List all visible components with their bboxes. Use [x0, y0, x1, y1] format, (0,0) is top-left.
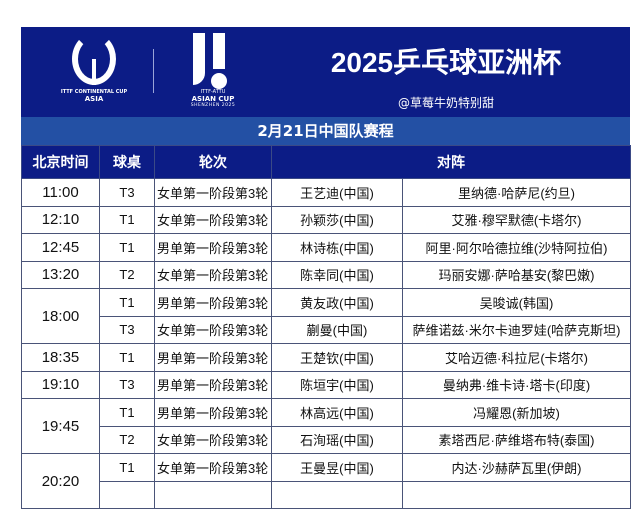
logo-left-line1: ITTF CONTINENTAL CUP	[60, 89, 128, 95]
table-row: 12:45 T1 男单第一阶段第3轮 林诗栋(中国) 阿里·阿尔哈德拉维(沙特阿拉伯)	[21, 233, 631, 262]
cell-table: T3	[99, 178, 155, 207]
cell-player: 蒯曼(中国)	[271, 315, 403, 344]
cell-empty	[99, 480, 155, 509]
cell-time: 18:35	[21, 343, 100, 372]
cell-round: 男单第一阶段第3轮	[154, 370, 272, 399]
table-row: T2 女单第一阶段第3轮 石洵瑶(中国) 素塔西尼·萨维塔布特(泰国)	[22, 425, 631, 454]
table-row: 18:00 T1 男单第一阶段第3轮 黄友政(中国) 吴晙诚(韩国)	[21, 288, 631, 344]
ittf-continental-cup-logo: ITTF CONTINENTAL CUP ASIA	[59, 33, 129, 103]
cell-table: T3	[99, 370, 155, 399]
cell-empty	[402, 480, 631, 509]
cell-opponent: 曼纳弗·维卡诗·塔卡(印度)	[402, 370, 631, 399]
cell-opponent: 吴晙诚(韩国)	[402, 288, 631, 317]
col-header-matchup: 对阵	[271, 145, 631, 179]
cell-table: T1	[99, 233, 155, 262]
cell-round: 女单第一阶段第3轮	[154, 205, 272, 234]
cell-player: 黄友政(中国)	[271, 288, 403, 317]
cell-opponent: 里纳德·哈萨尼(约旦)	[402, 178, 631, 207]
cell-player: 林高远(中国)	[271, 398, 403, 427]
cell-round: 女单第一阶段第3轮	[154, 425, 272, 454]
cell-opponent: 冯耀恩(新加坡)	[402, 398, 631, 427]
asian-cup-logo: ITTF-ATTU ASIAN CUP SHENZHEN 2025	[173, 33, 253, 108]
table-header-row: 北京时间 球桌 轮次 对阵	[21, 145, 631, 179]
cell-table: T1	[99, 205, 155, 234]
cell-opponent: 内达·沙赫萨瓦里(伊朗)	[402, 453, 631, 482]
table-row: 19:45 T1 男单第一阶段第3轮 林高远(中国) 冯耀恩(新加坡)	[21, 398, 631, 454]
cell-round: 男单第一阶段第3轮	[154, 288, 272, 317]
asian-cup-mark-icon	[193, 33, 233, 89]
col-header-round: 轮次	[154, 145, 272, 179]
cell-player: 王曼昱(中国)	[271, 453, 403, 482]
cell-table: T2	[99, 260, 155, 289]
cell-round: 男单第一阶段第3轮	[154, 343, 272, 372]
cell-opponent: 素塔西尼·萨维塔布特(泰国)	[402, 425, 631, 454]
cell-time: 18:00	[21, 288, 100, 344]
cell-round: 女单第一阶段第3轮	[154, 260, 272, 289]
logo-right-line2: ASIAN CUP	[191, 95, 235, 103]
cell-table: T1	[99, 453, 155, 482]
table-row: 13:20 T2 女单第一阶段第3轮 陈幸同(中国) 玛丽安娜·萨哈基安(黎巴嫩)	[21, 260, 631, 289]
cell-player: 王楚钦(中国)	[271, 343, 403, 372]
cell-player: 王艺迪(中国)	[271, 178, 403, 207]
cell-player: 陈幸同(中国)	[271, 260, 403, 289]
cell-table: T1	[99, 398, 155, 427]
cell-player: 石洵瑶(中国)	[271, 425, 403, 454]
cell-player: 陈垣宇(中国)	[271, 370, 403, 399]
cell-time: 13:20	[21, 260, 100, 289]
cell-player: 孙颖莎(中国)	[271, 205, 403, 234]
table-row	[22, 480, 631, 509]
table-row: 11:00 T3 女单第一阶段第3轮 王艺迪(中国) 里纳德·哈萨尼(约旦)	[21, 178, 631, 207]
page-title: 2025乒乓球亚洲杯	[330, 47, 562, 78]
cell-opponent: 玛丽安娜·萨哈基安(黎巴嫩)	[402, 260, 631, 289]
cell-time: 12:10	[21, 205, 100, 234]
cell-table: T1	[99, 343, 155, 372]
cell-opponent: 阿里·阿尔哈德拉维(沙特阿拉伯)	[402, 233, 631, 262]
cell-round: 男单第一阶段第3轮	[154, 398, 272, 427]
col-header-time: 北京时间	[21, 145, 100, 179]
cell-round: 女单第一阶段第3轮	[154, 315, 272, 344]
col-header-table: 球桌	[99, 145, 155, 179]
schedule-date-title: 2月21日中国队赛程	[21, 117, 630, 145]
cell-time: 12:45	[21, 233, 100, 262]
table-row: 12:10 T1 女单第一阶段第3轮 孙颖莎(中国) 艾雅·穆罕默德(卡塔尔)	[21, 205, 631, 234]
table-row: T3 女单第一阶段第3轮 蒯曼(中国) 萨维诺兹·米尔卡迪罗娃(哈萨克斯坦)	[22, 315, 631, 344]
cell-table: T2	[99, 425, 155, 454]
ring-logo-icon	[72, 33, 116, 85]
cell-empty	[271, 480, 403, 509]
cell-round: 男单第一阶段第3轮	[154, 233, 272, 262]
cell-time: 19:45	[21, 398, 100, 454]
cell-time: 19:10	[21, 370, 100, 399]
cell-opponent: 艾雅·穆罕默德(卡塔尔)	[402, 205, 631, 234]
cell-round: 女单第一阶段第3轮	[154, 178, 272, 207]
cell-time: 11:00	[21, 178, 100, 207]
table-row: 20:20 T1 女单第一阶段第3轮 王曼昱(中国) 内达·沙赫萨瓦里(伊朗)	[21, 453, 631, 509]
cell-time: 20:20	[21, 453, 100, 509]
schedule-table: 北京时间 球桌 轮次 对阵 11:00 T3 女单第一阶段第3轮 王艺迪(中国) 里纳德…	[21, 145, 631, 509]
table-row: 18:35 T1 男单第一阶段第3轮 王楚钦(中国) 艾哈迈德·科拉尼(卡塔尔)	[21, 343, 631, 372]
cell-opponent: 萨维诺兹·米尔卡迪罗娃(哈萨克斯坦)	[402, 315, 631, 344]
author-handle: @草莓牛奶特别甜	[397, 96, 494, 110]
cell-opponent: 艾哈迈德·科拉尼(卡塔尔)	[402, 343, 631, 372]
cell-table: T3	[99, 315, 155, 344]
logo-left-line2: ASIA	[84, 95, 104, 103]
cell-table: T1	[99, 288, 155, 317]
table-row: 19:10 T3 男单第一阶段第3轮 陈垣宇(中国) 曼纳弗·维卡诗·塔卡(印度)	[21, 370, 631, 399]
cell-empty	[154, 480, 272, 509]
logo-right-line1: ITTF-ATTU	[200, 89, 226, 95]
header-banner: ITTF CONTINENTAL CUP ASIA ITTF-ATTU ASIAN…	[21, 27, 630, 117]
cell-player: 林诗栋(中国)	[271, 233, 403, 262]
logo-divider	[153, 49, 154, 93]
cell-round: 女单第一阶段第3轮	[154, 453, 272, 482]
logo-right-line3: SHENZHEN 2025	[190, 103, 236, 108]
